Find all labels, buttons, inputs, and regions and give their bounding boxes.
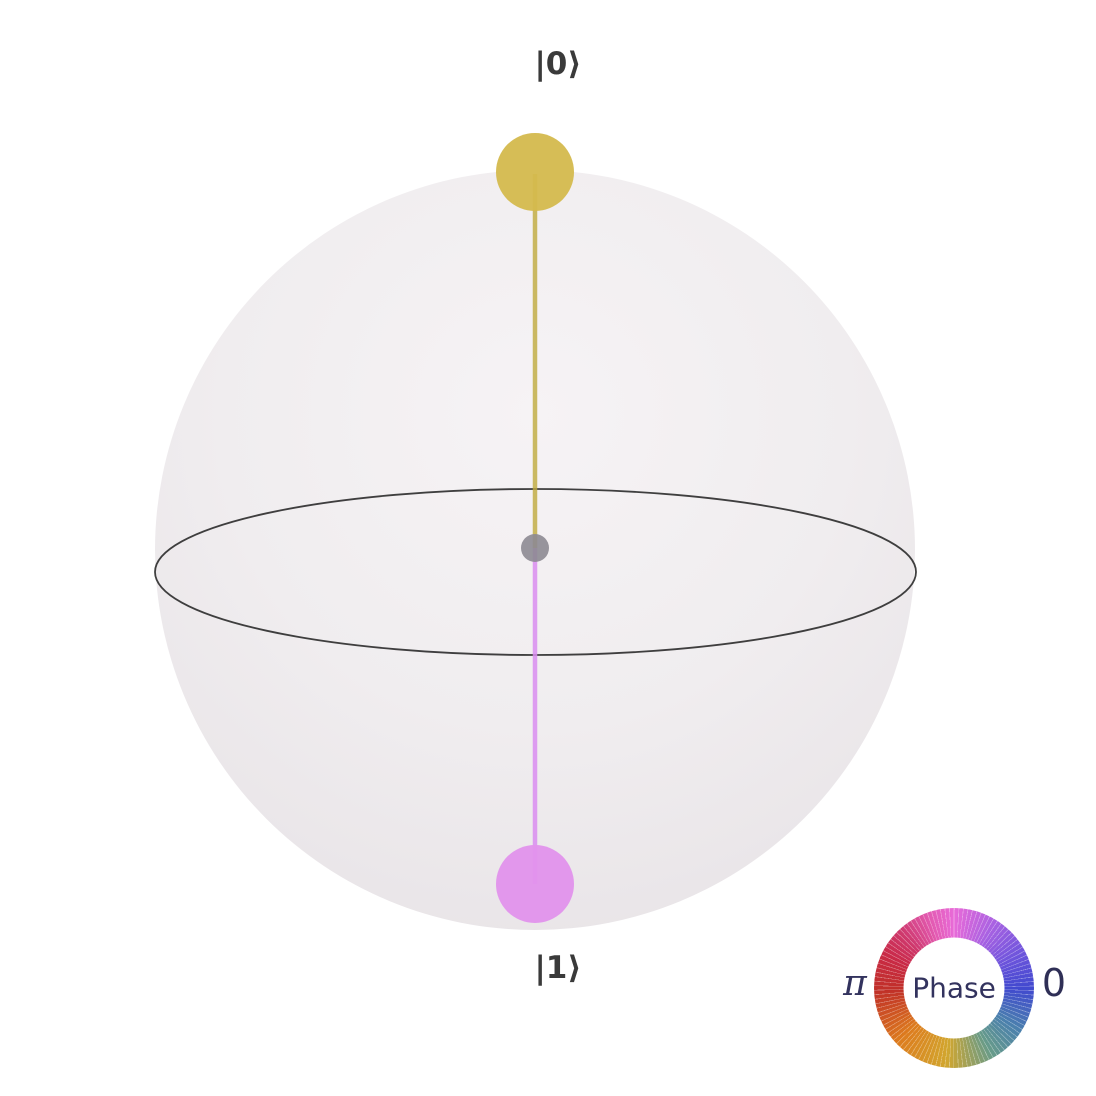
state-point-0 bbox=[496, 133, 574, 211]
origin-dot bbox=[521, 534, 549, 562]
ket-1-label: |1⟩ bbox=[534, 950, 581, 986]
phase-wheel-center: Phase bbox=[903, 937, 1005, 1039]
phase-legend-title: Phase bbox=[912, 971, 996, 1005]
phase-pi-tick-label: π bbox=[843, 963, 867, 1004]
phase-zero-tick-label: 0 bbox=[1041, 961, 1067, 1005]
phase-color-wheel: Phase bbox=[874, 908, 1034, 1068]
ket-0-label: |0⟩ bbox=[534, 46, 581, 82]
state-point-1 bbox=[496, 845, 574, 923]
